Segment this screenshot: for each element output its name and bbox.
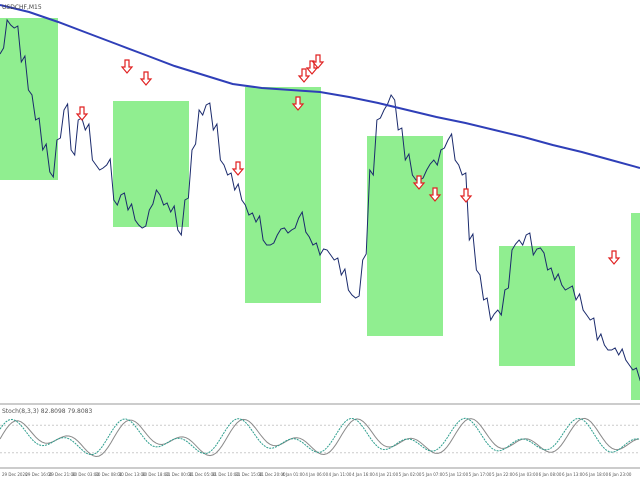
time-tick-label: 5 Jan 07:00 — [422, 472, 445, 477]
time-tick-label: 31 Dec 05:00 — [189, 472, 216, 477]
signal-arrows-layer — [75, 54, 621, 265]
zone-2 — [245, 87, 321, 303]
indicator-label: Stoch(8,3,3) 82.8098 79.8083 — [2, 408, 93, 415]
time-tick-label: 5 Jan 12:00 — [445, 472, 468, 477]
time-tick-label: 5 Jan 17:00 — [469, 472, 492, 477]
sell-arrow-icon — [311, 54, 325, 69]
moving-average-line — [0, 4, 640, 169]
sell-arrow-icon — [607, 250, 621, 265]
moving-average-layer — [0, 4, 640, 169]
zones-layer — [0, 18, 640, 400]
zone-4 — [499, 246, 575, 366]
time-tick-label: 31 Dec 00:00 — [165, 472, 192, 477]
sell-arrow-icon — [291, 96, 305, 111]
time-tick-label: 4 Jan 01:00 — [282, 472, 305, 477]
sell-arrow-icon — [231, 161, 245, 176]
time-tick-label: 5 Jan 22:00 — [492, 472, 515, 477]
price-line — [0, 18, 640, 382]
time-tick-label: 31 Dec 10:00 — [212, 472, 239, 477]
time-tick-label: 6 Jan 18:00 — [585, 472, 608, 477]
time-tick-label: 29 Dec 2020 — [2, 472, 28, 477]
time-tick-label: 6 Jan 08:00 — [539, 472, 562, 477]
sell-arrow-icon — [120, 59, 134, 74]
sell-arrow-icon — [428, 187, 442, 202]
time-tick-label: 29 Dec 21:00 — [49, 472, 76, 477]
zone-5 — [631, 213, 640, 400]
sell-arrow-icon — [459, 188, 473, 203]
time-tick-label: 6 Jan 13:00 — [562, 472, 585, 477]
stochastic-layer — [0, 417, 640, 458]
time-tick-label: 31 Dec 15:00 — [235, 472, 262, 477]
time-tick-label: 6 Jan 03:00 — [515, 472, 538, 477]
sell-arrow-icon — [412, 175, 426, 190]
time-tick-label: 30 Dec 03:00 — [72, 472, 99, 477]
time-tick-label: 4 Jan 11:00 — [329, 472, 352, 477]
zone-1 — [113, 101, 189, 227]
time-tick-label: 4 Jan 16:00 — [352, 472, 375, 477]
stoch-signal-line — [0, 417, 640, 455]
stoch-main-line — [0, 417, 640, 458]
sell-arrow-icon — [297, 68, 311, 83]
time-tick-label: 29 Dec 16:00 — [25, 472, 52, 477]
time-tick-label: 31 Dec 20:00 — [259, 472, 286, 477]
time-tick-label: 5 Jan 02:00 — [399, 472, 422, 477]
zone-3 — [367, 136, 443, 336]
time-tick-label: 30 Dec 18:00 — [142, 472, 169, 477]
time-tick-label: 6 Jan 23:00 — [609, 472, 632, 477]
sell-arrow-icon — [139, 71, 153, 86]
sell-arrow-icon — [75, 106, 89, 121]
zone-0 — [0, 18, 58, 180]
symbol-label: USDCHF,M15 — [2, 4, 42, 11]
time-tick-label: 4 Jan 06:00 — [305, 472, 328, 477]
price-layer — [0, 18, 640, 382]
time-tick-label: 30 Dec 08:00 — [95, 472, 122, 477]
time-tick-label: 4 Jan 21:00 — [375, 472, 398, 477]
time-tick-label: 30 Dec 13:00 — [119, 472, 146, 477]
